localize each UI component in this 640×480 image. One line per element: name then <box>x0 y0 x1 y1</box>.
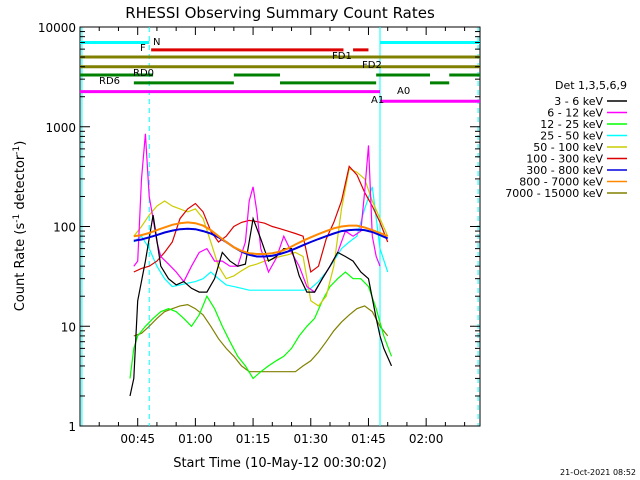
y-tick-label-2: 100 <box>53 221 76 235</box>
legend-title: Det 1,3,5,6,9 <box>555 79 627 92</box>
legend-label-7: 800 - 7000 keV <box>519 176 603 189</box>
legend-label-5: 100 - 300 keV <box>526 153 603 166</box>
x-tick-label-3: 01:30 <box>293 432 328 446</box>
y-tick-label-3: 1000 <box>45 121 76 135</box>
x-axis-label: Start Time (10-May-12 00:30:02) <box>173 456 387 471</box>
chart-title: RHESSI Observing Summary Count Rates <box>125 4 435 22</box>
y-axis-label-sup1: -1 <box>12 214 22 223</box>
y-axis-label-end: ) <box>13 141 28 146</box>
x-tick-label-0: 00:45 <box>120 432 155 446</box>
legend-label-2: 12 - 25 keV <box>540 118 603 131</box>
y-tick-label-4: 10000 <box>38 21 76 35</box>
series-line-1 <box>133 133 381 293</box>
state-label-a1: A1 <box>371 95 384 106</box>
series-line-6 <box>133 227 389 258</box>
x-tick-label-1: 01:00 <box>178 432 213 446</box>
y-axis-label: Count Rate (s-1 detector-1) <box>12 141 28 312</box>
y-tick-label-0: 1 <box>68 420 76 434</box>
y-axis-label-main: Count Rate (s <box>13 223 28 312</box>
x-tick-label-4: 01:45 <box>351 432 386 446</box>
legend-label-0: 3 - 6 keV <box>554 95 603 108</box>
state-label-rd0: RD0 <box>133 68 154 79</box>
state-label-rd6: RD6 <box>99 76 120 87</box>
series-line-0 <box>129 215 393 397</box>
state-label-n: N <box>153 37 160 48</box>
series-line-3 <box>133 186 389 291</box>
legend-label-6: 300 - 800 keV <box>526 164 603 177</box>
y-tick-label-1: 10 <box>61 320 76 334</box>
legend-label-4: 50 - 100 keV <box>533 141 603 154</box>
y-axis-label-mid: detector <box>13 154 28 214</box>
axis-layer: 00:45 01:00 01:15 01:30 01:45 02:00 1 10 100 1000… <box>38 21 480 446</box>
series-line-2 <box>129 271 393 380</box>
plot-layer: NF FD1 FD2 RD0 RD6 A0 A1 <box>80 27 480 426</box>
x-tick-label-2: 01:15 <box>236 432 271 446</box>
state-label-a0: A0 <box>397 86 410 97</box>
footer-timestamp: 21-Oct-2021 08:52 <box>560 468 636 477</box>
state-label-f: F <box>140 43 146 54</box>
legend-label-1: 6 - 12 keV <box>547 107 603 120</box>
y-axis-label-sup2: -1 <box>12 146 22 155</box>
x-tick-label-5: 02:00 <box>409 432 444 446</box>
state-label-fd1: FD1 <box>332 51 352 62</box>
series-line-4 <box>133 167 389 307</box>
legend-label-8: 7000 - 15000 keV <box>505 187 603 200</box>
state-label-fd2: FD2 <box>362 60 382 71</box>
legend-label-3: 25 - 50 keV <box>540 130 603 143</box>
series-line-7 <box>133 221 389 255</box>
